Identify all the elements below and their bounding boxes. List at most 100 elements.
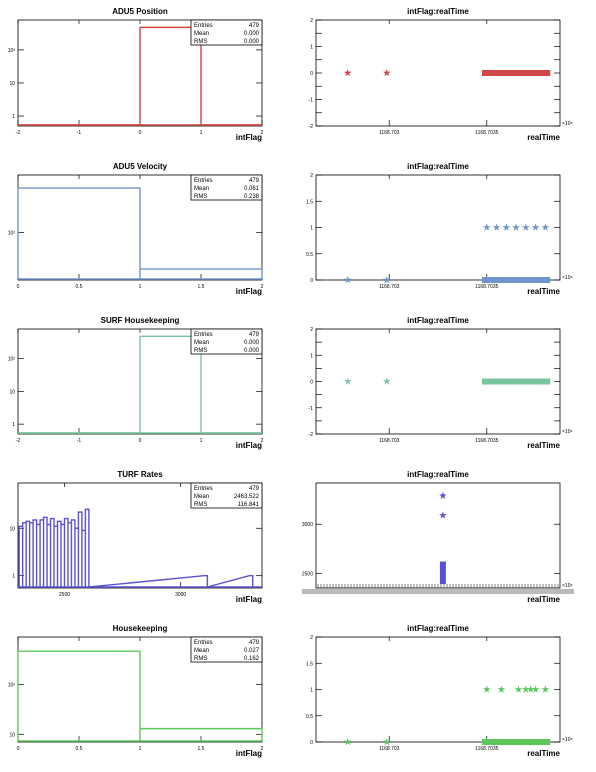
x-tick-label: 1.5 bbox=[198, 284, 205, 290]
stats-label: Mean bbox=[194, 494, 209, 500]
chart-title: ADU5 Position bbox=[112, 7, 168, 16]
x-tick-label: 1.5 bbox=[198, 746, 205, 752]
y-tick-label: 1 bbox=[12, 574, 15, 580]
x-tick-label: 1168.703 bbox=[379, 284, 400, 290]
x-tick-label: 2 bbox=[261, 746, 264, 752]
y-tick-label: 1 bbox=[12, 114, 15, 120]
x-tick-label: 1168.7035 bbox=[475, 130, 498, 136]
stats-label: RMS bbox=[194, 194, 207, 200]
stats-label: RMS bbox=[194, 348, 207, 354]
x-tick-label: -1 bbox=[77, 438, 82, 444]
point-band bbox=[439, 561, 446, 585]
histogram-line bbox=[17, 650, 263, 741]
chart-panel: intFlag:realTime 0 0.5 1 1.5 2 1168.703 1168.70… bbox=[306, 162, 573, 296]
stats-value: 0.000 bbox=[244, 348, 260, 354]
data-point bbox=[541, 685, 550, 693]
x-tick-label: 3000 bbox=[175, 592, 186, 598]
y-tick-label: 10 bbox=[9, 389, 15, 395]
y-tick-label: 0.5 bbox=[306, 252, 313, 258]
histogram-bin bbox=[18, 651, 140, 741]
chart-title: intFlag:realTime bbox=[407, 316, 469, 325]
stats-box bbox=[190, 19, 263, 46]
stats-value: 0.162 bbox=[244, 656, 260, 662]
chart-title: TURF Rates bbox=[117, 470, 163, 479]
x-axis-label: intFlag bbox=[236, 133, 262, 142]
data-point bbox=[382, 737, 391, 746]
x-tick-label: 1168.7035 bbox=[475, 438, 498, 444]
y-tick-label: 10² bbox=[8, 48, 16, 54]
x-exponent-label: ×10⁶ bbox=[562, 121, 573, 127]
x-tick-label: -2 bbox=[16, 130, 21, 136]
stats-label: Entries bbox=[194, 486, 213, 492]
x-axis-label: realTime bbox=[527, 133, 560, 142]
y-tick-label: 1 bbox=[310, 226, 313, 232]
stats-label: Mean bbox=[194, 648, 209, 654]
plot-frame bbox=[315, 482, 561, 589]
chart-title: ADU5 Velocity bbox=[113, 162, 168, 171]
x-tick-label: 1168.7035 bbox=[475, 284, 498, 290]
chart-panel: intFlag:realTime 0 0.5 1 1.5 2 1168.703 1168.70… bbox=[306, 624, 573, 758]
chart-title: intFlag:realTime bbox=[407, 470, 469, 479]
y-tick-label: 1 bbox=[310, 45, 313, 51]
x-tick-label: 0 bbox=[17, 746, 20, 752]
data-point bbox=[482, 685, 491, 693]
stats-label: Entries bbox=[194, 23, 213, 29]
stats-label: RMS bbox=[194, 39, 207, 45]
y-tick-label: 1 bbox=[310, 688, 313, 694]
stats-value: 479 bbox=[249, 486, 260, 492]
data-point bbox=[531, 685, 540, 693]
stats-value: 0.000 bbox=[244, 340, 260, 346]
chart-panel: intFlag:realTime 2500 3000 realTime×10⁶ bbox=[302, 470, 574, 604]
chart-title: intFlag:realTime bbox=[407, 7, 469, 16]
x-tick-label: 0.5 bbox=[76, 746, 83, 752]
stats-value: 479 bbox=[249, 23, 260, 29]
y-tick-label: 10 bbox=[9, 526, 15, 532]
chart-panel: intFlag:realTime -2 -1 0 1 2 1168.703 1168.7035… bbox=[309, 7, 573, 142]
x-tick-label: 2 bbox=[261, 130, 264, 136]
y-tick-label: 2 bbox=[310, 173, 313, 179]
x-tick-label: 0.5 bbox=[76, 284, 83, 290]
stats-box bbox=[190, 482, 263, 509]
stats-label: Entries bbox=[194, 332, 213, 338]
x-exponent-label: ×10⁶ bbox=[562, 275, 573, 281]
y-tick-label: -1 bbox=[309, 98, 314, 104]
chart-title: intFlag:realTime bbox=[407, 624, 469, 633]
data-point bbox=[438, 491, 447, 500]
stats-value: 0.000 bbox=[244, 39, 260, 45]
x-tick-labels-overlap bbox=[302, 589, 574, 594]
x-tick-label: 1 bbox=[200, 438, 203, 444]
stats-label: Entries bbox=[194, 640, 213, 646]
x-tick-label: 2 bbox=[261, 438, 264, 444]
data-point bbox=[482, 223, 491, 231]
y-tick-label: -2 bbox=[309, 432, 314, 438]
y-tick-label: 2 bbox=[310, 635, 313, 641]
histogram-line bbox=[17, 187, 263, 279]
x-tick-label: 2500 bbox=[59, 592, 70, 598]
x-tick-label: 1168.703 bbox=[379, 746, 400, 752]
stats-box bbox=[190, 636, 263, 663]
y-tick-label: 2 bbox=[310, 327, 313, 333]
histogram-bin bbox=[18, 188, 140, 279]
stats-label: Entries bbox=[194, 178, 213, 184]
x-tick-label: 1 bbox=[139, 284, 142, 290]
y-tick-label: 0 bbox=[310, 380, 313, 386]
y-tick-label: 10 bbox=[9, 732, 15, 738]
stats-value: 0.061 bbox=[244, 186, 260, 192]
x-tick-label: 1168.703 bbox=[379, 130, 400, 136]
stats-label: RMS bbox=[194, 656, 207, 662]
data-point bbox=[343, 275, 352, 284]
stats-value: 479 bbox=[249, 178, 260, 184]
y-tick-label: 1 bbox=[310, 353, 313, 359]
data-point bbox=[492, 223, 501, 231]
stats-value: 479 bbox=[249, 332, 260, 338]
x-axis-label: intFlag bbox=[236, 595, 262, 604]
y-tick-label: 0.5 bbox=[306, 714, 313, 720]
histogram-line bbox=[18, 508, 254, 588]
x-axis-label: realTime bbox=[527, 595, 560, 604]
point-band bbox=[481, 739, 551, 745]
y-tick-label: 10 bbox=[9, 81, 15, 87]
x-axis-label: realTime bbox=[527, 287, 560, 296]
point-band bbox=[481, 70, 551, 76]
y-tick-label: 1 bbox=[12, 422, 15, 428]
data-point bbox=[382, 275, 391, 284]
